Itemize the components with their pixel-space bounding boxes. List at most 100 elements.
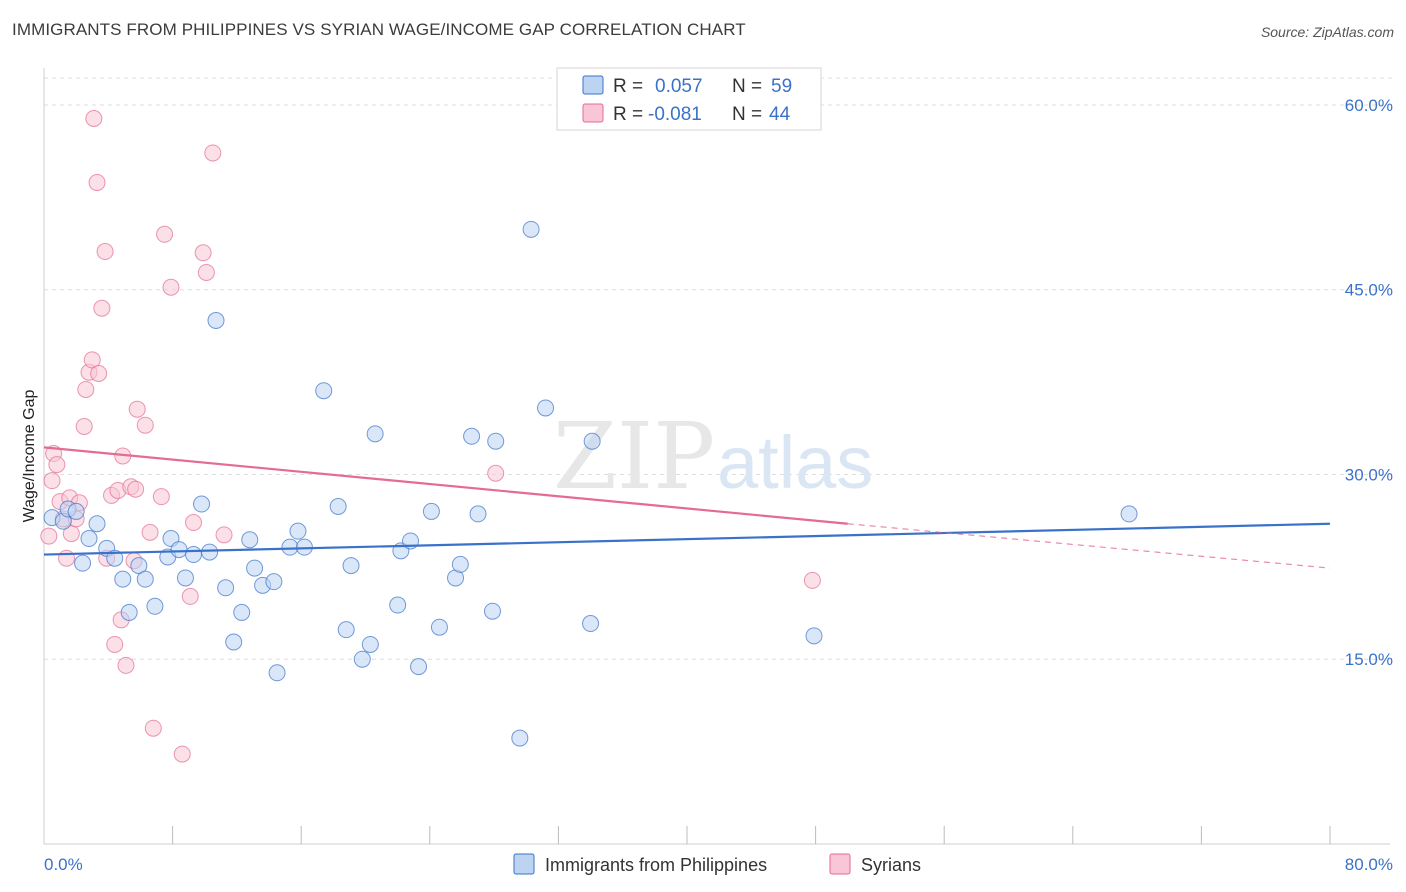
- chart-title: IMMIGRANTS FROM PHILIPPINES VS SYRIAN WA…: [12, 20, 746, 39]
- trend-lines: [43, 446, 1331, 569]
- point-philippines: [170, 541, 188, 559]
- bottom-legend-swatch-philippines: [513, 853, 535, 875]
- point-philippines: [246, 559, 264, 577]
- point-philippines: [389, 596, 407, 614]
- watermark-atlas: atlas: [717, 421, 873, 504]
- point-syrians: [75, 417, 93, 435]
- trend-line-syrians-extension: [847, 523, 1331, 569]
- point-philippines: [469, 505, 487, 523]
- point-philippines: [451, 555, 469, 573]
- point-philippines: [136, 570, 154, 588]
- watermark-zip: ZIP: [553, 403, 715, 510]
- point-philippines: [146, 597, 164, 615]
- point-philippines: [176, 569, 194, 587]
- point-philippines: [193, 495, 211, 513]
- legend-n-value-philippines: 59: [771, 76, 792, 97]
- point-philippines: [522, 220, 540, 238]
- point-syrians: [141, 523, 159, 541]
- y-tick-label: 60.0%: [1345, 96, 1393, 115]
- point-philippines: [463, 427, 481, 445]
- point-syrians: [77, 380, 95, 398]
- legend-r-label-philippines: R =: [613, 76, 643, 97]
- point-syrians: [43, 472, 61, 490]
- point-syrians: [117, 656, 135, 674]
- point-philippines: [201, 543, 219, 561]
- point-philippines: [366, 425, 384, 443]
- legend-r-value-philippines: 0.057: [655, 76, 703, 97]
- point-philippines: [353, 650, 371, 668]
- y-tick-label: 45.0%: [1345, 281, 1393, 300]
- legend-n-label-philippines: N =: [732, 76, 762, 97]
- point-syrians: [487, 464, 505, 482]
- point-philippines: [342, 557, 360, 575]
- point-syrians: [40, 527, 58, 545]
- point-syrians: [128, 400, 146, 418]
- y-tick-labels: 15.0% 30.0% 45.0% 60.0%: [1345, 96, 1393, 669]
- point-philippines: [805, 627, 823, 645]
- point-philippines: [422, 502, 440, 520]
- point-philippines: [583, 432, 601, 450]
- point-syrians: [173, 745, 191, 763]
- point-philippines: [511, 729, 529, 747]
- point-syrians: [85, 110, 103, 128]
- point-philippines: [315, 382, 333, 400]
- point-syrians: [127, 480, 145, 498]
- stats-legend: R = 0.057 N = 59 R = -0.081 N = 44: [556, 67, 822, 131]
- data-points: [40, 110, 1138, 763]
- point-syrians: [184, 514, 202, 532]
- legend-n-value-syrians: 44: [769, 104, 791, 125]
- point-philippines: [184, 546, 202, 564]
- legend-swatch-syrians: [582, 103, 604, 123]
- point-philippines: [207, 312, 225, 330]
- point-syrians: [88, 174, 106, 192]
- point-philippines: [337, 621, 355, 639]
- point-philippines: [233, 603, 251, 621]
- point-syrians: [144, 719, 162, 737]
- point-philippines: [120, 603, 138, 621]
- point-philippines: [582, 615, 600, 633]
- point-syrians: [803, 571, 821, 589]
- point-syrians: [90, 364, 108, 382]
- point-philippines: [74, 554, 92, 572]
- point-philippines: [537, 399, 555, 417]
- legend-r-label-syrians: R =: [613, 104, 643, 125]
- grid-lines: [44, 77, 1393, 660]
- point-philippines: [106, 549, 124, 567]
- x-tick-label-min: 0.0%: [44, 855, 83, 874]
- y-tick-label: 30.0%: [1345, 465, 1393, 484]
- point-syrians: [93, 299, 111, 317]
- point-syrians: [136, 416, 154, 434]
- point-philippines: [289, 522, 307, 540]
- trend-line-syrians: [43, 446, 848, 525]
- point-philippines: [329, 498, 347, 516]
- trend-line-philippines: [43, 522, 1331, 556]
- point-philippines: [265, 573, 283, 591]
- point-syrians: [96, 243, 114, 261]
- series-legend: Immigrants from Philippines Syrians: [513, 853, 921, 875]
- legend-n-label-syrians: N =: [732, 104, 762, 125]
- point-philippines: [410, 658, 428, 676]
- point-philippines: [80, 530, 98, 548]
- point-syrians: [194, 244, 212, 262]
- point-syrians: [181, 587, 199, 605]
- point-syrians: [162, 278, 180, 296]
- point-syrians: [215, 526, 233, 544]
- point-syrians: [204, 144, 222, 162]
- point-philippines: [225, 633, 243, 651]
- point-philippines: [281, 538, 299, 556]
- point-philippines: [114, 570, 132, 588]
- bottom-legend-label-syrians: Syrians: [861, 855, 921, 875]
- point-syrians: [152, 488, 170, 506]
- point-philippines: [430, 618, 448, 636]
- bottom-legend-swatch-syrians: [829, 853, 851, 875]
- point-philippines: [483, 602, 501, 620]
- point-philippines: [241, 531, 259, 549]
- point-philippines: [268, 664, 286, 682]
- legend-swatch-philippines: [582, 75, 604, 95]
- watermark: ZIP atlas: [553, 403, 873, 510]
- point-syrians: [58, 549, 76, 567]
- y-axis-title: Wage/Income Gap: [21, 390, 38, 523]
- point-philippines: [361, 635, 379, 653]
- x-tick-label-max: 80.0%: [1345, 855, 1393, 874]
